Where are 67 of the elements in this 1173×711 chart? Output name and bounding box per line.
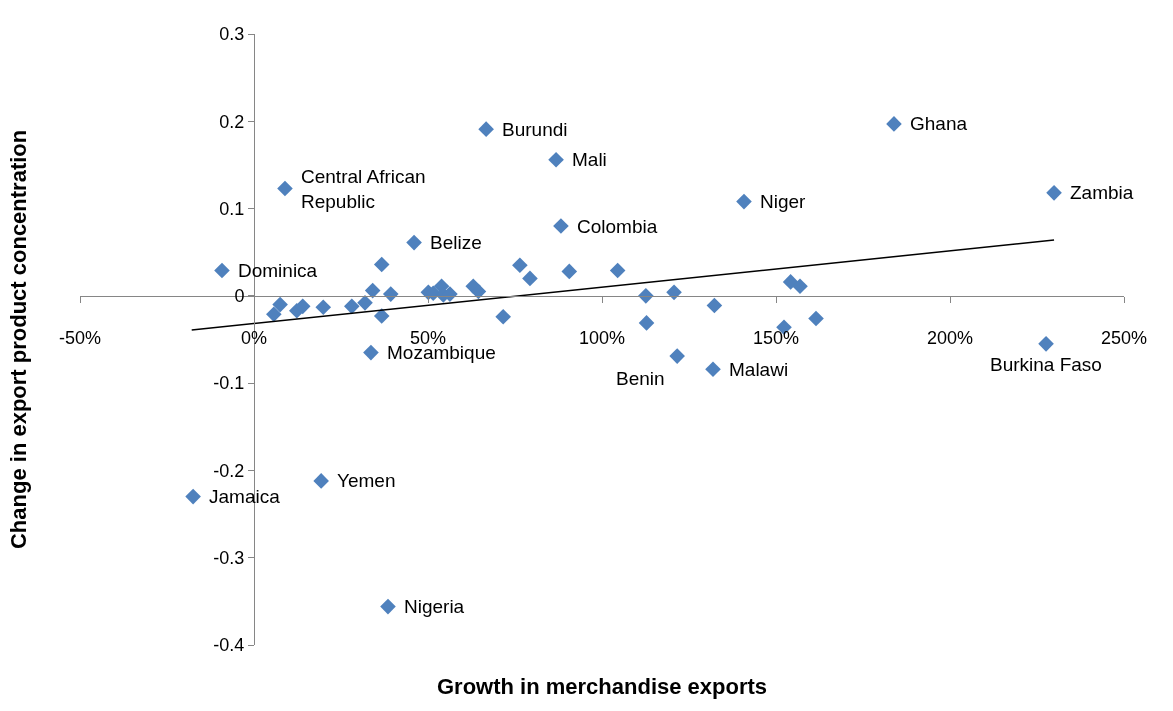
y-axis-title: Change in export product concentration [6, 129, 32, 550]
point [364, 282, 381, 299]
annotation: Colombia [577, 216, 658, 237]
x-tick-label: 150% [752, 328, 800, 349]
point [357, 295, 373, 311]
point [266, 306, 282, 322]
point [808, 310, 824, 327]
point [792, 278, 808, 295]
point [380, 598, 396, 615]
annotation: Yemen [337, 470, 396, 491]
point [638, 315, 655, 331]
point [1038, 336, 1054, 352]
x-tick-label: 0% [240, 328, 268, 349]
point [272, 296, 288, 313]
point [343, 298, 360, 315]
point [185, 488, 201, 505]
annotation: Burkina Faso [990, 354, 1102, 375]
point [886, 116, 902, 132]
y-tick-label: -0.2 [213, 460, 245, 481]
point [406, 234, 422, 251]
point [609, 262, 626, 279]
x-tick-label: 200% [926, 328, 974, 349]
point [512, 257, 528, 274]
annotation: Zambia [1070, 182, 1134, 203]
point [706, 297, 723, 314]
point [736, 193, 752, 210]
annotation: Belize [430, 232, 482, 253]
y-tick-label: -0.4 [213, 635, 245, 656]
point [782, 274, 799, 290]
annotation: Central African Republic [301, 166, 426, 212]
point [214, 262, 230, 279]
annotation: Benin [616, 368, 665, 389]
y-tick-label: 0.2 [219, 111, 245, 132]
point [548, 151, 564, 168]
point [495, 309, 511, 325]
annotation: Dominica [238, 260, 318, 281]
annotation: Ghana [910, 113, 968, 134]
point [373, 308, 390, 324]
annotation: Mali [572, 149, 607, 170]
annotation: Niger [760, 191, 807, 212]
annotation: Nigeria [404, 596, 465, 617]
y-tick-label: 0.3 [219, 24, 245, 45]
y-tick-label: 0.1 [219, 198, 245, 219]
point [553, 218, 569, 234]
x-axis-title: Growth in merchandise exports [437, 674, 768, 699]
y-tick-label: -0.1 [213, 373, 245, 394]
x-tick-label: 50% [409, 328, 447, 349]
point [666, 284, 682, 301]
point [669, 348, 685, 364]
x-tick-label: 250% [1100, 328, 1148, 349]
point [1046, 185, 1062, 201]
point [478, 121, 494, 137]
point [363, 344, 379, 361]
annotation: Burundi [502, 119, 568, 140]
y-tick-label: 0 [234, 286, 245, 307]
annotation: Jamaica [209, 486, 281, 507]
point [315, 299, 332, 315]
point [277, 180, 293, 197]
point [561, 263, 578, 280]
point [705, 361, 721, 377]
x-tick-label: 100% [578, 328, 626, 349]
annotation: Malawi [729, 359, 789, 380]
point [373, 256, 390, 273]
x-tick-label: -50% [58, 328, 102, 349]
y-tick-label: -0.3 [213, 548, 245, 569]
point [313, 473, 329, 489]
point [522, 270, 538, 287]
